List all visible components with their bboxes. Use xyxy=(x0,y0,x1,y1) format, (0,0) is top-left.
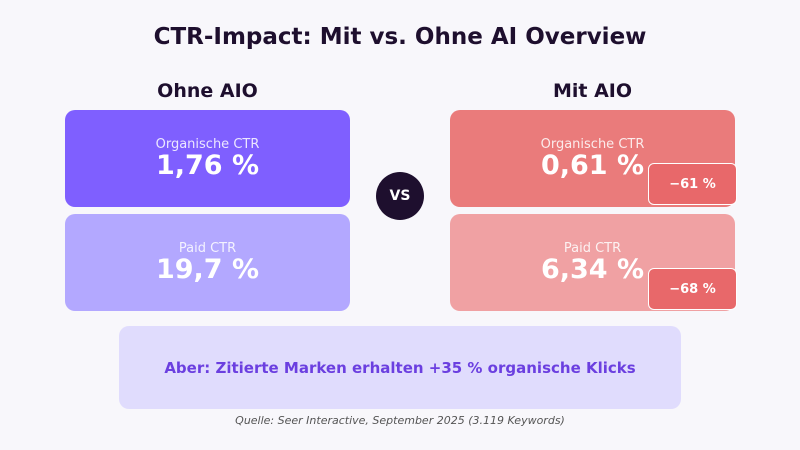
metric-label: Organische CTR xyxy=(540,137,645,152)
column-heading: Mit AIO xyxy=(552,80,633,102)
column-heading: Ohne AIO xyxy=(157,80,258,102)
metric-label: Organische CTR xyxy=(155,137,260,152)
change-badge: −61 % xyxy=(648,163,737,205)
metric-value: 0,61 % xyxy=(540,150,645,181)
metric-value: 6,34 % xyxy=(540,254,645,285)
metric-label: Paid CTR xyxy=(563,241,622,256)
vs-badge: VS xyxy=(376,172,424,220)
metric-label: Paid CTR xyxy=(178,241,237,256)
callout: Aber: Zitierte Marken erhalten +35 % org… xyxy=(119,326,681,409)
source: Quelle: Seer Interactive, September 2025… xyxy=(235,414,565,427)
change-badge: −68 % xyxy=(648,268,737,310)
metric-card: Organische CTR 1,76 % xyxy=(65,110,350,207)
title: CTR-Impact: Mit vs. Ohne AI Overview xyxy=(153,24,647,50)
metric-card: Paid CTR 19,7 % xyxy=(65,214,350,311)
metric-value: 1,76 % xyxy=(155,150,260,181)
metric-value: 19,7 % xyxy=(155,254,260,285)
